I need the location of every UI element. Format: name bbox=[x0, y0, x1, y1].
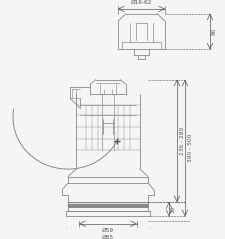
Text: Ø59: Ø59 bbox=[101, 228, 114, 233]
Text: Ø16-62: Ø16-62 bbox=[130, 0, 151, 5]
Text: 30: 30 bbox=[170, 205, 175, 213]
Text: 236 - 280: 236 - 280 bbox=[179, 127, 184, 155]
Text: Ø85: Ø85 bbox=[101, 235, 114, 239]
Text: 390 - 500: 390 - 500 bbox=[187, 134, 192, 162]
Text: 80: 80 bbox=[211, 28, 216, 35]
Bar bbox=[68, 204, 147, 207]
